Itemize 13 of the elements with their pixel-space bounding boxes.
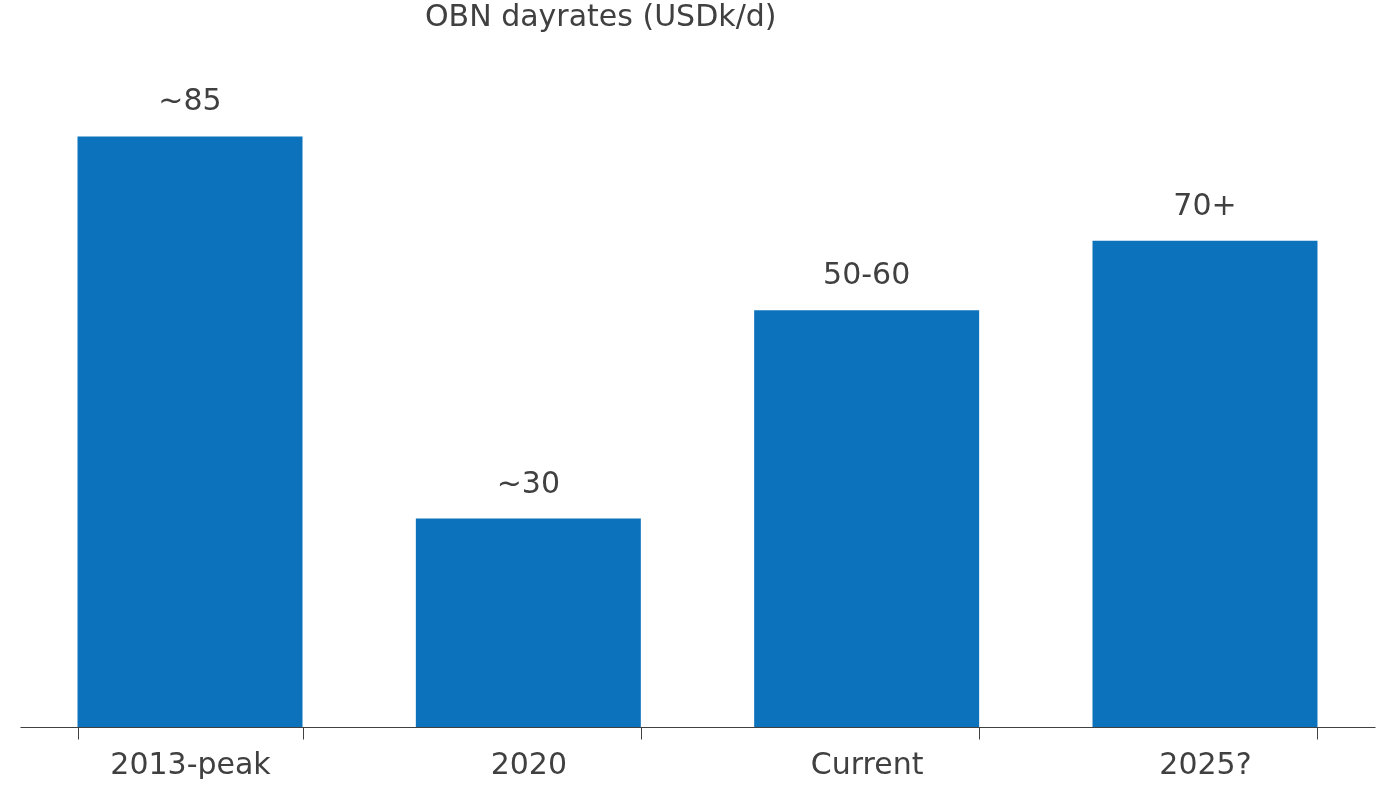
- bar: [415, 518, 641, 727]
- chart-title: OBN dayrates (USDk/d): [425, 0, 777, 33]
- data-label: ~30: [496, 464, 560, 500]
- x-tick-label: 2013-peak: [110, 745, 272, 781]
- bar: [77, 136, 303, 727]
- data-label: ~85: [158, 82, 222, 118]
- data-label: 70+: [1173, 186, 1237, 222]
- bar: [1092, 240, 1318, 727]
- x-tick-label: 2020: [490, 745, 568, 781]
- bar: [754, 310, 980, 727]
- data-label: 50-60: [823, 256, 911, 292]
- x-tick-label: Current: [810, 745, 924, 781]
- x-tick-label: 2025?: [1159, 745, 1252, 781]
